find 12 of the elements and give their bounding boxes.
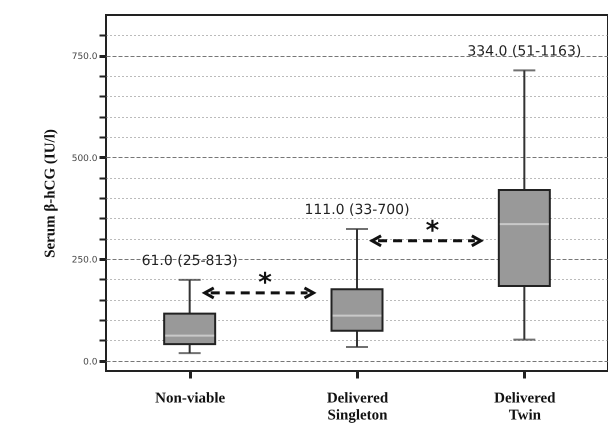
y-tick-label: 750.0 [72, 52, 98, 62]
annotation: 111.0 (33-700) [304, 202, 410, 218]
y-tick-label: 250.0 [72, 256, 98, 266]
annotation: * [258, 268, 272, 298]
x-tick-label: Non-viable [155, 390, 226, 406]
x-tick-label: Delivered Twin [494, 390, 556, 424]
y-axis-title: Serum β-hCG (IU/l) [42, 129, 59, 258]
annotation: 334.0 (51-1163) [467, 43, 582, 60]
y-tick-label: 0.0 [83, 357, 98, 368]
x-tick-label: Delivered Singleton [326, 390, 389, 424]
y-tick-label: 500.0 [72, 154, 98, 164]
annotation: * [426, 216, 440, 246]
